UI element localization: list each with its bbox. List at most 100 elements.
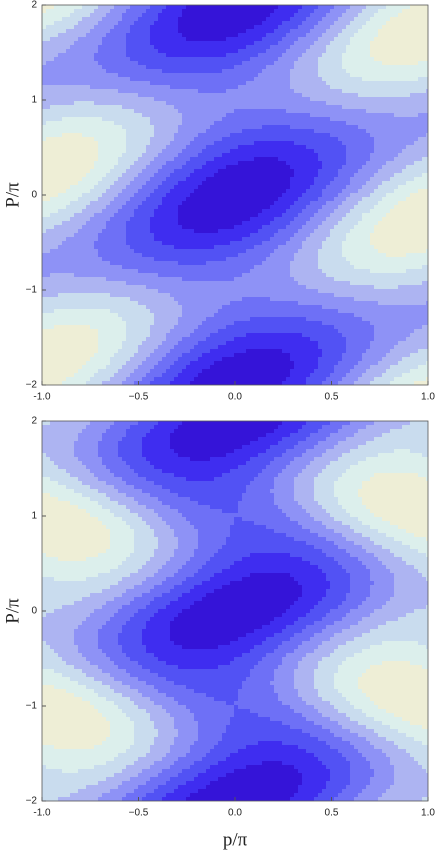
contour-cell: [366, 189, 370, 193]
contour-cell: [314, 129, 318, 133]
contour-cell: [82, 153, 86, 157]
contour-cell: [110, 93, 114, 97]
contour-cell: [246, 13, 250, 17]
contour-cell: [174, 137, 178, 141]
contour-cell: [414, 77, 418, 81]
contour-cell: [378, 169, 382, 173]
contour-cell: [102, 161, 106, 165]
contour-cell: [106, 137, 110, 141]
contour-cell: [286, 69, 290, 73]
contour-cell: [358, 181, 362, 185]
contour-cell: [158, 137, 162, 141]
contour-cell: [222, 209, 226, 213]
contour-cell: [330, 157, 334, 161]
contour-cell: [354, 201, 358, 205]
contour-cell: [390, 117, 394, 121]
contour-cell: [334, 117, 338, 121]
contour-cell: [190, 85, 194, 89]
contour-cell: [318, 5, 322, 9]
contour-cell: [358, 45, 362, 49]
contour-cell: [98, 109, 102, 113]
contour-cell: [330, 65, 334, 69]
contour-cell: [230, 5, 234, 9]
contour-cell: [70, 193, 74, 197]
contour-cell: [46, 145, 50, 149]
contour-cell: [210, 165, 214, 169]
contour-cell: [234, 105, 238, 109]
contour-cell: [266, 157, 270, 161]
contour-cell: [246, 89, 250, 93]
contour-cell: [286, 25, 290, 29]
contour-cell: [102, 53, 106, 57]
contour-cell: [418, 25, 422, 29]
contour-cell: [382, 21, 386, 25]
contour-cell: [106, 133, 110, 137]
contour-cell: [46, 65, 50, 69]
contour-cell: [114, 61, 118, 65]
contour-cell: [154, 185, 158, 189]
contour-cell: [330, 21, 334, 25]
contour-cell: [262, 153, 266, 157]
contour-cell: [162, 93, 166, 97]
contour-cell: [250, 77, 254, 81]
contour-cell: [150, 201, 154, 205]
contour-cell: [250, 109, 254, 113]
contour-cell: [110, 137, 114, 141]
contour-cell: [134, 157, 138, 161]
contour-cell: [158, 81, 162, 85]
contour-cell: [170, 45, 174, 49]
contour-cell: [294, 189, 298, 193]
contour-cell: [238, 85, 242, 89]
contour-cell: [154, 137, 158, 141]
contour-cell: [390, 153, 394, 157]
contour-cell: [106, 5, 110, 9]
contour-cell: [118, 81, 122, 85]
contour-cell: [234, 33, 238, 37]
contour-cell: [370, 177, 374, 181]
contour-cell: [214, 69, 218, 73]
contour-cell: [346, 65, 350, 69]
contour-cell: [326, 89, 330, 93]
contour-cell: [90, 65, 94, 69]
contour-cell: [386, 9, 390, 13]
contour-cell: [422, 165, 426, 169]
contour-cell: [366, 113, 370, 117]
contour-cell: [234, 77, 238, 81]
contour-cell: [302, 117, 306, 121]
contour-cell: [138, 73, 142, 77]
contour-cell: [334, 153, 338, 157]
contour-cell: [382, 117, 386, 121]
contour-cell: [394, 141, 398, 145]
contour-cell: [150, 145, 154, 149]
contour-cell: [142, 49, 146, 53]
contour-cell: [386, 69, 390, 73]
contour-cell: [166, 33, 170, 37]
contour-cell: [254, 153, 258, 157]
contour-cell: [378, 33, 382, 37]
contour-cell: [154, 181, 158, 185]
contour-cell: [366, 69, 370, 73]
contour-cell: [326, 45, 330, 49]
contour-cell: [90, 205, 94, 209]
contour-cell: [154, 209, 158, 213]
contour-cell: [62, 113, 66, 117]
contour-cell: [234, 41, 238, 45]
contour-cell: [118, 125, 122, 129]
contour-cell: [114, 41, 118, 45]
contour-cell: [358, 201, 362, 205]
contour-cell: [178, 73, 182, 77]
contour-cell: [398, 21, 402, 25]
contour-cell: [226, 181, 230, 185]
contour-cell: [174, 73, 178, 77]
contour-cell: [322, 177, 326, 181]
contour-cell: [370, 165, 374, 169]
contour-cell: [342, 137, 346, 141]
contour-cell: [146, 17, 150, 21]
contour-cell: [298, 193, 302, 197]
contour-cell: [422, 185, 426, 189]
contour-cell: [202, 9, 206, 13]
contour-cell: [382, 165, 386, 169]
contour-cell: [282, 185, 286, 189]
contour-cell: [178, 129, 182, 133]
contour-cell: [350, 205, 354, 209]
